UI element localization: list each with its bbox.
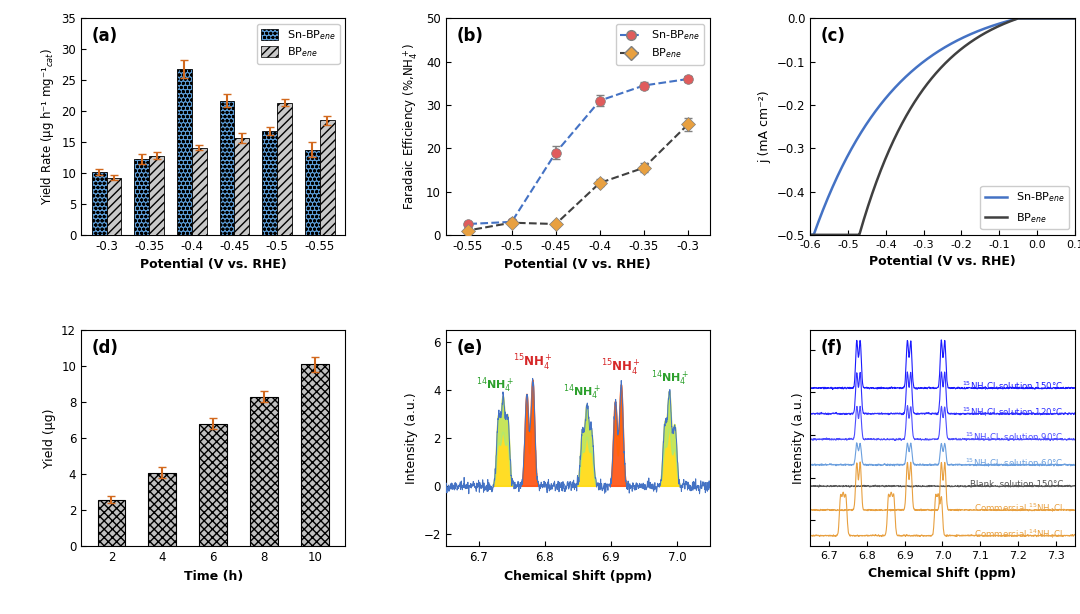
Bar — [92, 173, 107, 235]
Bar — [320, 120, 335, 235]
Bar — [219, 101, 234, 235]
BP$_{ene}$ — [1021, 15, 1034, 22]
Y-axis label: Intensity (a.u.): Intensity (a.u.) — [405, 392, 418, 484]
Text: (a): (a) — [92, 27, 118, 45]
Sn-BP$_{ene}$ — [931, 49, 944, 56]
BP$_{ene}$ — [804, 231, 816, 238]
Bar — [305, 149, 320, 235]
X-axis label: Potential (V vs. RHE): Potential (V vs. RHE) — [869, 255, 1016, 268]
Text: $^{15}$NH$_4$Cl solution 150°C: $^{15}$NH$_4$Cl solution 150°C — [962, 379, 1064, 394]
Bar — [192, 147, 206, 235]
X-axis label: Time (h): Time (h) — [184, 570, 243, 583]
Text: (e): (e) — [456, 339, 483, 357]
Y-axis label: Yield (μg): Yield (μg) — [42, 408, 55, 468]
BP$_{ene}$ — [1012, 15, 1025, 22]
Text: Commercial $^{15}$NH$_4$Cl: Commercial $^{15}$NH$_4$Cl — [974, 502, 1064, 515]
Bar — [199, 424, 227, 546]
Sn-BP$_{ene}$ — [930, 49, 943, 56]
Text: $^{14}$NH$_4^+$: $^{14}$NH$_4^+$ — [476, 375, 514, 395]
BP$_{ene}$ — [1068, 15, 1080, 22]
Text: $^{15}$NH$_4$Cl solution 120°C: $^{15}$NH$_4$Cl solution 120°C — [962, 405, 1064, 419]
Text: Blank  solution 150°C: Blank solution 150°C — [970, 480, 1064, 489]
Text: $^{15}$NH$_4$Cl  solution 60°C: $^{15}$NH$_4$Cl solution 60°C — [964, 456, 1064, 470]
BP$_{ene}$ — [930, 69, 943, 77]
Bar — [97, 500, 125, 546]
Text: $^{15}$NH$_4^+$: $^{15}$NH$_4^+$ — [602, 358, 642, 378]
Y-axis label: j (mA cm⁻²): j (mA cm⁻²) — [758, 90, 771, 163]
Bar — [278, 103, 292, 235]
Legend: Sn-BP$_{ene}$, BP$_{ene}$: Sn-BP$_{ene}$, BP$_{ene}$ — [981, 186, 1069, 229]
Bar — [177, 69, 192, 235]
Text: $^{15}$NH$_4^+$: $^{15}$NH$_4^+$ — [513, 353, 553, 373]
Legend: Sn-BP$_{ene}$, BP$_{ene}$: Sn-BP$_{ene}$, BP$_{ene}$ — [616, 24, 704, 65]
Text: $^{14}$NH$_4^+$: $^{14}$NH$_4^+$ — [564, 383, 602, 402]
Sn-BP$_{ene}$ — [1068, 15, 1080, 22]
Bar — [249, 397, 278, 546]
Y-axis label: Intensity (a.u.): Intensity (a.u.) — [792, 392, 805, 484]
Text: (b): (b) — [456, 27, 483, 45]
Text: (d): (d) — [92, 339, 119, 357]
Bar — [134, 160, 149, 235]
Bar — [234, 138, 249, 235]
X-axis label: Chemical Shift (ppm): Chemical Shift (ppm) — [503, 570, 652, 583]
Y-axis label: Faradaic Efficiency (%,NH$_4^+$): Faradaic Efficiency (%,NH$_4^+$) — [402, 43, 420, 211]
Sn-BP$_{ene}$ — [1012, 15, 1025, 22]
Y-axis label: Yield Rate (μg h⁻¹ mg⁻¹$_{cat}$): Yield Rate (μg h⁻¹ mg⁻¹$_{cat}$) — [39, 48, 56, 205]
Bar — [149, 156, 164, 235]
Bar — [148, 473, 176, 546]
Legend: Sn-BP$_{ene}$, BP$_{ene}$: Sn-BP$_{ene}$, BP$_{ene}$ — [257, 24, 340, 64]
BP$_{ene}$ — [1063, 15, 1076, 22]
Bar — [262, 131, 278, 235]
X-axis label: Potential (V vs. RHE): Potential (V vs. RHE) — [504, 258, 651, 271]
Line: Sn-BP$_{ene}$: Sn-BP$_{ene}$ — [810, 18, 1075, 235]
Text: Commercial $^{14}$NH$_4$Cl: Commercial $^{14}$NH$_4$Cl — [974, 527, 1064, 541]
Text: (f): (f) — [821, 339, 843, 357]
Text: $^{15}$NH$_4$Cl  solution 90°C: $^{15}$NH$_4$Cl solution 90°C — [964, 430, 1064, 445]
Text: (c): (c) — [821, 27, 846, 45]
Text: $^{14}$NH$_4^+$: $^{14}$NH$_4^+$ — [650, 368, 689, 388]
Sn-BP$_{ene}$ — [947, 39, 960, 46]
X-axis label: Potential (V vs. RHE): Potential (V vs. RHE) — [139, 258, 286, 271]
Sn-BP$_{ene}$ — [1063, 15, 1076, 22]
X-axis label: Chemical Shift (ppm): Chemical Shift (ppm) — [868, 567, 1016, 580]
BP$_{ene}$ — [931, 68, 944, 76]
Sn-BP$_{ene}$ — [804, 231, 816, 238]
Bar — [301, 364, 328, 546]
BP$_{ene}$ — [947, 52, 960, 60]
Sn-BP$_{ene}$ — [961, 32, 974, 39]
Sn-BP$_{ene}$ — [1021, 15, 1034, 22]
BP$_{ene}$ — [961, 41, 974, 48]
Line: BP$_{ene}$: BP$_{ene}$ — [810, 18, 1075, 235]
Bar — [107, 178, 121, 235]
